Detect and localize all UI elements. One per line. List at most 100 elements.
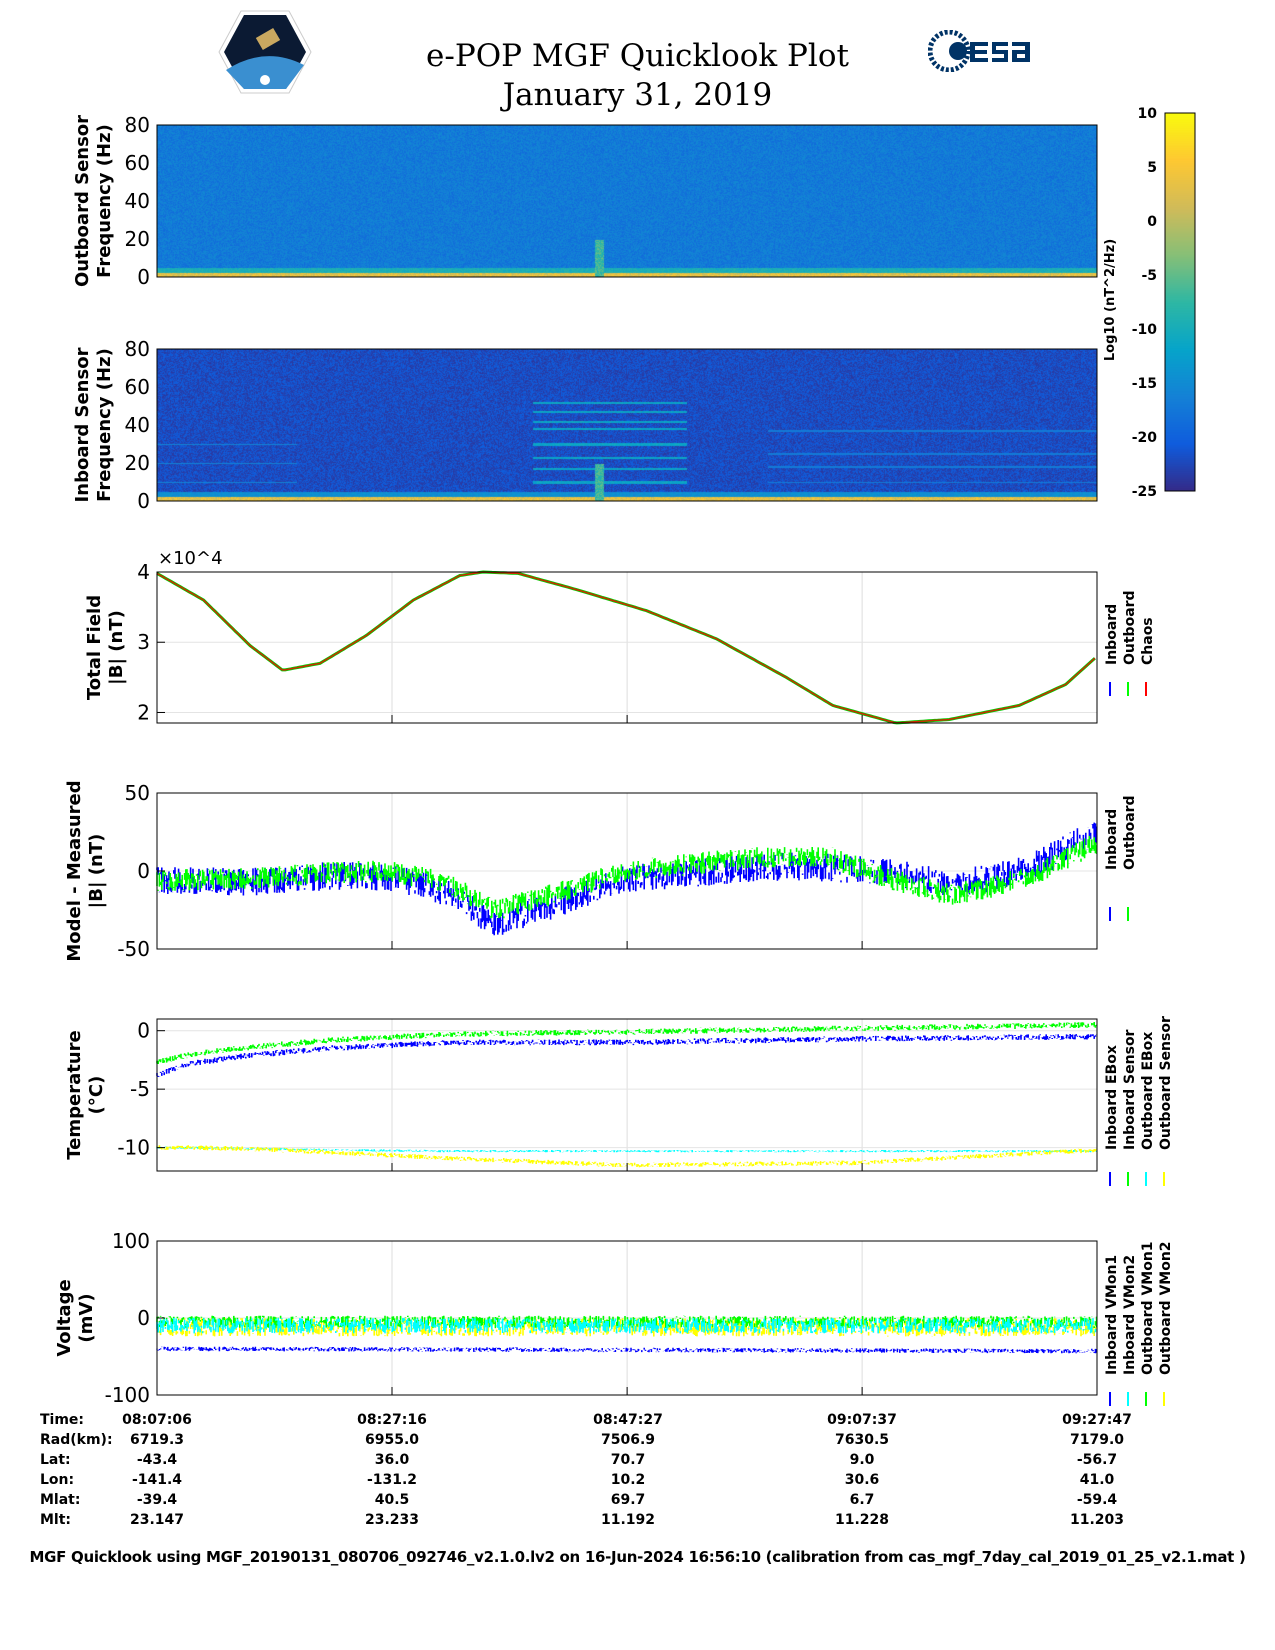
legend-label: Inboard VMon1	[1104, 1255, 1120, 1375]
time-tick-label: 08:07:06	[122, 1412, 192, 1428]
table-cell: -141.4	[131, 1472, 183, 1488]
outboard-spectrogram	[157, 125, 1097, 277]
colorbar-tick-label: -10	[1132, 322, 1158, 338]
spectrogram-frame	[156, 348, 1098, 502]
table-cell: 10.2	[610, 1472, 646, 1488]
y-axis-label: Frequency (Hz)	[94, 348, 115, 502]
colorbar-label: Log10 (nT^2/Hz)	[1103, 239, 1118, 361]
plot-date: January 31, 2019	[502, 77, 773, 113]
time-tick-label: 09:07:37	[827, 1412, 897, 1428]
table-cell: -39.4	[136, 1492, 178, 1508]
y-axis-label: (mV)	[76, 1293, 97, 1342]
time-tick-label: 08:47:27	[593, 1412, 663, 1428]
colorbar-tick-label: -20	[1132, 430, 1158, 446]
esa-logo	[928, 30, 1030, 72]
legend-label: Outboard VMon1	[1140, 1241, 1156, 1375]
series-chaos	[156, 571, 1096, 724]
table-row-label: Time:	[40, 1412, 85, 1428]
table-cell: 7179.0	[1069, 1432, 1125, 1448]
table-cell: 23.233	[364, 1512, 420, 1528]
y-tick-label: 0	[137, 265, 150, 289]
legend-label: Inboard	[1104, 809, 1120, 870]
table-row-label: Lat:	[40, 1452, 71, 1468]
colorbar-tick-label: -25	[1132, 484, 1157, 500]
table-cell: 30.6	[844, 1472, 880, 1488]
exponent-label: ×10^4	[158, 548, 223, 569]
colorbar-tick-label: -15	[1132, 376, 1157, 392]
legend-label: Outboard Sensor	[1158, 1016, 1174, 1150]
table-cell: 70.7	[610, 1452, 646, 1468]
y-tick-label: 0	[137, 1306, 150, 1330]
y-tick-label: 0	[137, 1019, 150, 1043]
table-cell: 23.147	[129, 1512, 185, 1528]
y-tick-label: 100	[112, 1229, 150, 1253]
y-tick-label: 60	[125, 151, 150, 175]
table-cell: 6955.0	[364, 1432, 420, 1448]
table-cell: -56.7	[1076, 1452, 1118, 1468]
plot-title: e-POP MGF Quicklook Plot	[426, 38, 849, 74]
y-tick-label: 2	[137, 700, 150, 724]
y-tick-label: 80	[125, 113, 150, 137]
legend-label: Chaos	[1140, 617, 1156, 665]
table-cell: -131.2	[366, 1472, 418, 1488]
colorbar-tick-label: 0	[1147, 214, 1157, 230]
y-tick-label: -10	[117, 1136, 150, 1160]
y-axis-label: (°C)	[86, 1076, 107, 1115]
table-row-label: Lon:	[40, 1472, 75, 1488]
colorbar-tick-label: -5	[1141, 268, 1157, 284]
y-tick-label: 20	[125, 451, 150, 475]
legend-label: Outboard EBox	[1140, 1032, 1156, 1150]
y-tick-label: -50	[117, 937, 150, 961]
y-axis-label: Frequency (Hz)	[94, 124, 115, 278]
colorbar-tick-label: 10	[1138, 106, 1158, 122]
y-tick-label: 4	[137, 560, 150, 584]
table-cell: 36.0	[374, 1452, 410, 1468]
table-cell: 7506.9	[600, 1432, 656, 1448]
y-tick-label: 3	[137, 630, 150, 654]
table-cell: 41.0	[1079, 1472, 1115, 1488]
table-cell: 11.192	[600, 1512, 656, 1528]
table-row-label: Rad(km):	[40, 1432, 113, 1448]
table-row-label: Mlat:	[40, 1492, 81, 1508]
y-tick-label: 60	[125, 375, 150, 399]
legend-label: Outboard	[1122, 795, 1138, 870]
y-axis-label: |B| (nT)	[106, 610, 127, 685]
table-cell: -59.4	[1076, 1492, 1118, 1508]
y-axis-label: Voltage	[54, 1279, 75, 1356]
legend-label: Inboard Sensor	[1122, 1029, 1138, 1150]
y-tick-label: 0	[137, 489, 150, 513]
table-row-label: Mlt:	[40, 1512, 72, 1528]
table-cell: 11.228	[834, 1512, 890, 1528]
legend-label: Outboard VMon2	[1158, 1241, 1174, 1375]
table-cell: -43.4	[136, 1452, 178, 1468]
cassiope-logo	[218, 10, 312, 94]
inboard-spectrogram	[157, 349, 1097, 501]
table-cell: 6719.3	[129, 1432, 185, 1448]
colorbar-frame	[1164, 112, 1196, 492]
y-axis-label: Temperature	[64, 1030, 85, 1159]
time-tick-label: 09:27:47	[1062, 1412, 1132, 1428]
y-tick-label: -5	[130, 1077, 150, 1101]
y-tick-label: 50	[125, 781, 150, 805]
legend-label: Inboard EBox	[1104, 1045, 1120, 1150]
y-tick-label: 0	[137, 859, 150, 883]
table-cell: 6.7	[849, 1492, 875, 1508]
legend-label: Inboard	[1104, 604, 1120, 665]
y-axis-label: Model - Measured	[64, 780, 85, 961]
y-tick-label: 40	[125, 189, 150, 213]
time-tick-label: 08:27:16	[357, 1412, 427, 1428]
y-tick-label: -100	[105, 1383, 150, 1407]
series-outboard	[156, 570, 1096, 725]
spectrogram-frame	[156, 124, 1098, 278]
y-axis-label: Inboard Sensor	[72, 347, 93, 502]
y-axis-label: Total Field	[84, 595, 105, 700]
table-cell: 7630.5	[834, 1432, 890, 1448]
table-cell: 9.0	[849, 1452, 875, 1468]
y-tick-label: 80	[125, 337, 150, 361]
legend-label: Outboard	[1122, 590, 1138, 665]
legend-label: Inboard VMon2	[1122, 1255, 1138, 1375]
y-tick-label: 40	[125, 413, 150, 437]
y-axis-label: |B| (nT)	[86, 834, 107, 909]
y-axis-label: Outboard Sensor	[72, 115, 93, 287]
caption: MGF Quicklook using MGF_20190131_080706_…	[29, 1548, 1246, 1566]
